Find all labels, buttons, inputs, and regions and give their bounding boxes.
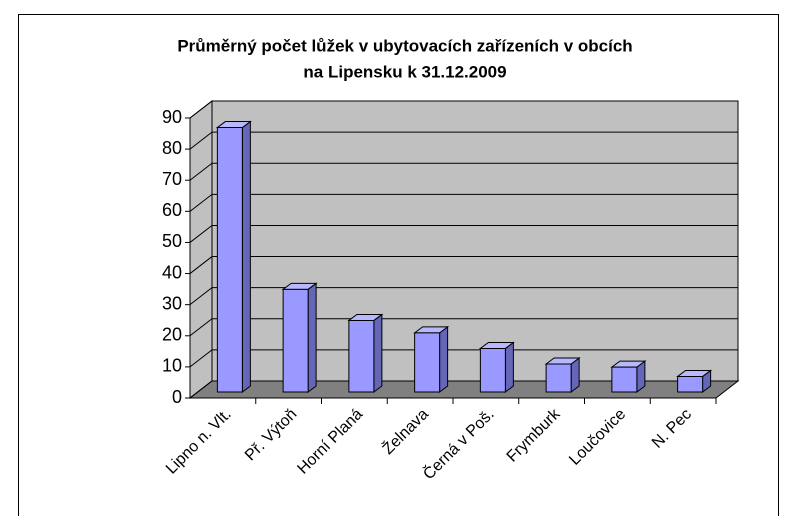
grid-line: [189, 131, 738, 150]
bar-face: [545, 363, 572, 393]
y-tick-label: 60: [162, 200, 182, 220]
bar-face: [373, 313, 383, 393]
bar-face: [677, 375, 704, 393]
bar-face: [479, 347, 506, 393]
bar-face: [611, 366, 638, 393]
bar: [347, 313, 384, 393]
grid-line: [189, 318, 738, 337]
bar-face: [307, 282, 317, 393]
grid-line: [189, 224, 738, 243]
bar-face: [414, 332, 441, 393]
grid-line: [189, 256, 738, 274]
bar-face: [504, 341, 514, 393]
grid-line: [189, 193, 738, 212]
y-tick-label: 90: [162, 107, 182, 127]
y-tick-label: 10: [162, 356, 182, 376]
bar: [676, 369, 713, 393]
y-tick-label: 40: [162, 262, 182, 282]
side-wall: [189, 99, 213, 400]
y-tick-label: 80: [162, 138, 182, 158]
grid-line: [189, 287, 738, 306]
y-tick-label: 50: [162, 231, 182, 251]
bar-face: [241, 120, 251, 393]
y-tick-label: 0: [172, 387, 182, 407]
bar-face: [282, 288, 309, 393]
bar-face: [216, 127, 243, 393]
floor: [188, 380, 740, 399]
bar-face: [439, 325, 449, 393]
chart-title: na Lipensku k 31.12.2009: [303, 62, 506, 81]
bar-face: [348, 319, 375, 393]
bar: [610, 360, 647, 393]
grid-line: [189, 162, 738, 181]
bar: [478, 341, 515, 393]
bar: [413, 325, 450, 393]
y-tick-label: 20: [162, 325, 182, 345]
bar: [281, 282, 318, 393]
bar: [544, 357, 581, 393]
bar: [215, 120, 252, 393]
y-tick-label: 30: [162, 293, 182, 313]
chart-title: Průměrný počet lůžek v ubytovacích zaříz…: [177, 36, 632, 55]
grid-line: [189, 349, 738, 368]
y-tick-label: 70: [162, 169, 182, 189]
grid-line: [189, 100, 738, 119]
